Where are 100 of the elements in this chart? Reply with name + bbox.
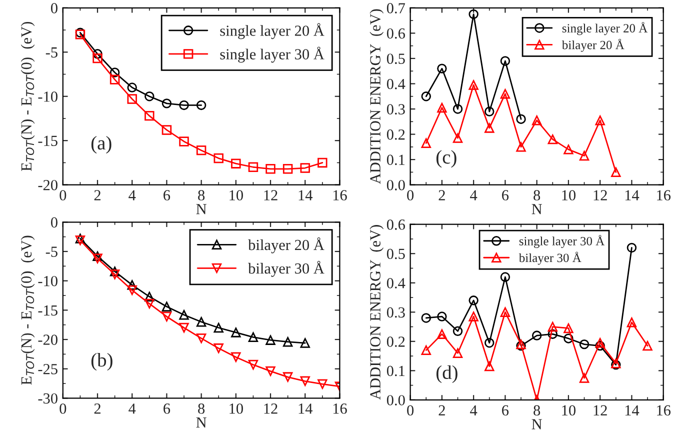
x-tick-label: 12 [594, 190, 607, 200]
point [248, 162, 258, 172]
point [196, 317, 206, 327]
x-tick-label: 16 [333, 190, 347, 200]
x-tick-label: 12 [264, 404, 278, 414]
point [162, 312, 172, 322]
point [231, 328, 241, 338]
point [127, 285, 137, 296]
x-tick-label: 14 [298, 190, 313, 200]
point [516, 114, 526, 124]
point [626, 242, 637, 253]
point [300, 376, 310, 386]
point [548, 322, 558, 332]
point [484, 361, 494, 372]
point [127, 280, 137, 290]
y-tick-label: -5 [46, 246, 58, 257]
point [452, 133, 463, 143]
point [421, 92, 431, 102]
point [468, 296, 478, 306]
point [452, 326, 463, 336]
point [179, 310, 189, 320]
x-tick-label: 10 [230, 190, 243, 200]
point [579, 373, 590, 383]
x-tick-label: 2 [438, 190, 445, 200]
point [484, 106, 494, 116]
point [532, 116, 542, 126]
y-axis-title: ADDITION ENERGY (eV) [370, 225, 384, 400]
y-tick-label: -10 [38, 92, 58, 102]
point [579, 339, 590, 350]
point [500, 88, 510, 99]
point [266, 366, 276, 376]
x-tick-label: 12 [594, 405, 607, 416]
point [282, 336, 293, 347]
y-tick-label: 0.4 [386, 278, 406, 288]
point [500, 307, 510, 317]
point [110, 68, 120, 78]
point [452, 348, 463, 358]
x-tick-label: 16 [657, 190, 671, 200]
y-tick-label: 0.3 [386, 307, 405, 318]
point [282, 164, 293, 174]
point [196, 100, 206, 110]
x-tick-label: 4 [128, 190, 136, 200]
x-axis-title: N [196, 204, 206, 214]
point [595, 116, 605, 126]
x-tick-label: 8 [534, 405, 540, 416]
point [611, 167, 621, 178]
point [437, 102, 447, 113]
point [579, 150, 590, 161]
point [564, 144, 574, 154]
annotation: (a) [91, 136, 112, 154]
point [595, 340, 605, 351]
point [162, 98, 172, 108]
x-tick-label: 16 [333, 404, 347, 414]
legend-label: single layer 30 Å [220, 46, 324, 63]
legend-label: bilayer 20 Å [248, 237, 324, 254]
point [300, 338, 310, 348]
x-tick-label: 14 [298, 404, 313, 414]
point [548, 134, 558, 144]
x-tick-label: 4 [128, 404, 136, 414]
x-tick-label: 6 [164, 190, 170, 200]
point [516, 142, 526, 152]
point [532, 330, 542, 340]
point [484, 338, 494, 348]
y-tick-label: 0.7 [386, 3, 406, 14]
x-tick-label: 2 [438, 405, 445, 416]
point [437, 329, 447, 339]
x-tick-label: 8 [534, 190, 540, 200]
point [144, 92, 154, 102]
point [421, 313, 431, 323]
annotation: (d) [436, 365, 458, 383]
point [92, 49, 102, 59]
point [626, 318, 637, 328]
y-tick-label: -15 [38, 136, 58, 146]
point [127, 94, 137, 104]
y-tick-label: 0.5 [386, 54, 405, 64]
point [468, 9, 478, 20]
legend-label: bilayer 30 Å [518, 252, 582, 265]
annotation: (c) [436, 150, 456, 168]
y-tick-label: 0.6 [386, 28, 405, 39]
point [110, 74, 120, 84]
point [162, 302, 172, 312]
x-tick-label: 10 [230, 403, 243, 414]
y-tick-label: -20 [38, 334, 58, 345]
x-tick-label: 12 [264, 190, 278, 200]
y-axis-title: E$_{TOT}$(N) - E$_{TOT}$(0) (eV) [20, 22, 35, 172]
x-tick-label: 0 [60, 190, 66, 200]
legend-label: single layer 20 Å [562, 22, 648, 36]
y-tick-label: 0.2 [386, 336, 405, 347]
point [421, 345, 431, 356]
x-tick-label: 2 [94, 404, 100, 414]
point [500, 56, 510, 66]
y-tick-label: 0.2 [386, 129, 405, 140]
point [214, 343, 224, 354]
y-tick-label: -25 [38, 364, 58, 374]
point [196, 145, 206, 156]
x-tick-label: 6 [164, 404, 170, 414]
y-tick-label: -20 [38, 180, 58, 190]
y-tick-label: -10 [38, 276, 58, 286]
y-axis-title: ADDITION ENERGY (eV) [370, 9, 384, 184]
point [468, 312, 478, 322]
